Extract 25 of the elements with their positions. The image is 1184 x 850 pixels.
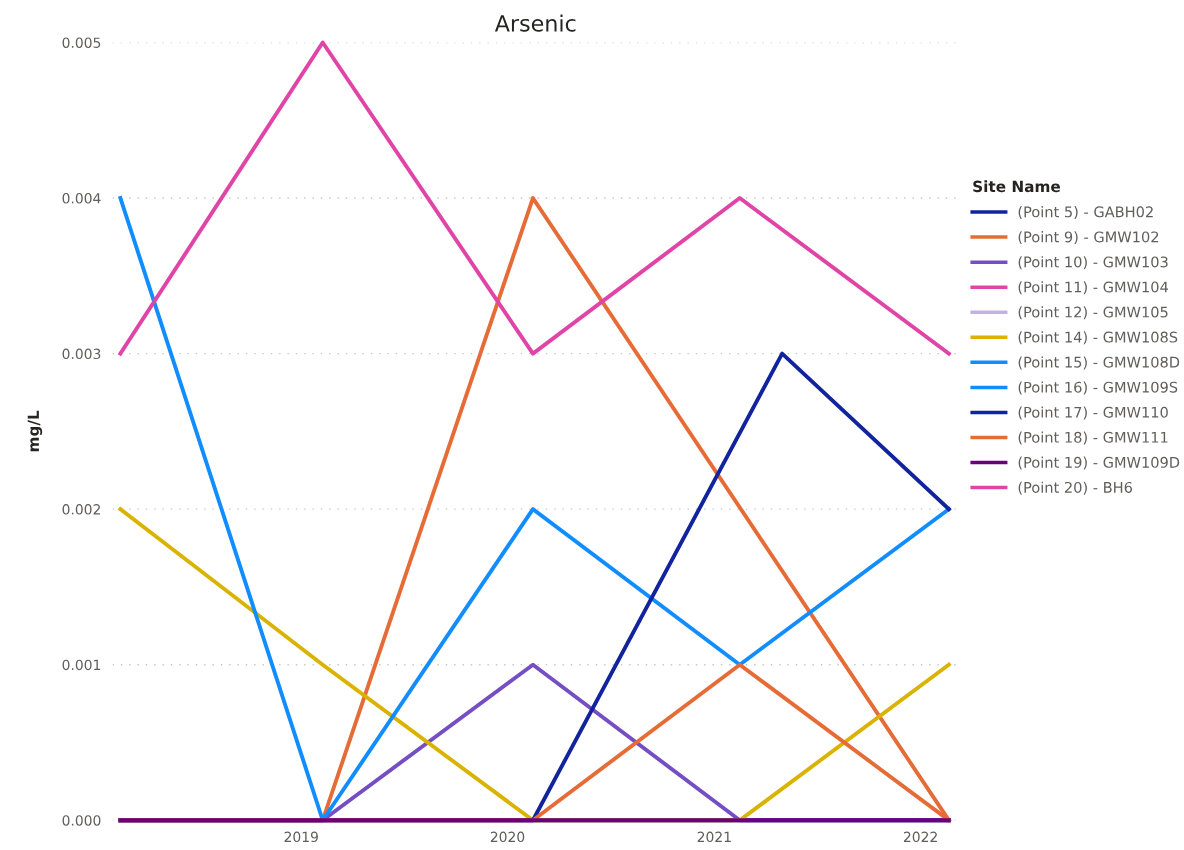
y-tick-label: 0.002 xyxy=(62,504,100,515)
x-tick-label: 2021 xyxy=(697,831,731,843)
x-tick-label: 2019 xyxy=(284,831,318,843)
legend-label: (Point 5) - GABH02 xyxy=(1018,206,1153,220)
x-tick-label: 2020 xyxy=(490,831,525,843)
legend-label: (Point 16) - GMW109S xyxy=(1018,381,1178,395)
y-tick-label: 0.001 xyxy=(62,659,101,671)
legend-title: Site Name xyxy=(973,180,1061,193)
legend-label: (Point 10) - GMW103 xyxy=(1018,256,1168,270)
legend-label: (Point 14) - GMW108S xyxy=(1018,331,1178,345)
y-tick-label: 0.005 xyxy=(62,37,101,48)
y-tick-label: 0.004 xyxy=(62,193,101,204)
legend-label: (Point 11) - GMW104 xyxy=(1018,281,1168,295)
x-tick-label: 2022 xyxy=(903,831,937,843)
y-tick-label: 0.003 xyxy=(62,348,101,360)
legend-label: (Point 17) - GMW110 xyxy=(1018,406,1168,420)
legend-label: (Point 9) - GMW102 xyxy=(1018,231,1159,245)
legend-label: (Point 19) - GMW109D xyxy=(1018,456,1180,470)
chart-title: Arsenic xyxy=(494,14,576,32)
y-tick-label: 0.000 xyxy=(62,815,101,826)
legend-label: (Point 18) - GMW111 xyxy=(1018,431,1168,445)
legend-label: (Point 20) - BH6 xyxy=(1018,481,1133,495)
legend-label: (Point 12) - GMW105 xyxy=(1018,306,1168,320)
legend-label: (Point 15) - GMW108D xyxy=(1018,356,1180,370)
y-axis-title: mg/L xyxy=(27,410,43,452)
